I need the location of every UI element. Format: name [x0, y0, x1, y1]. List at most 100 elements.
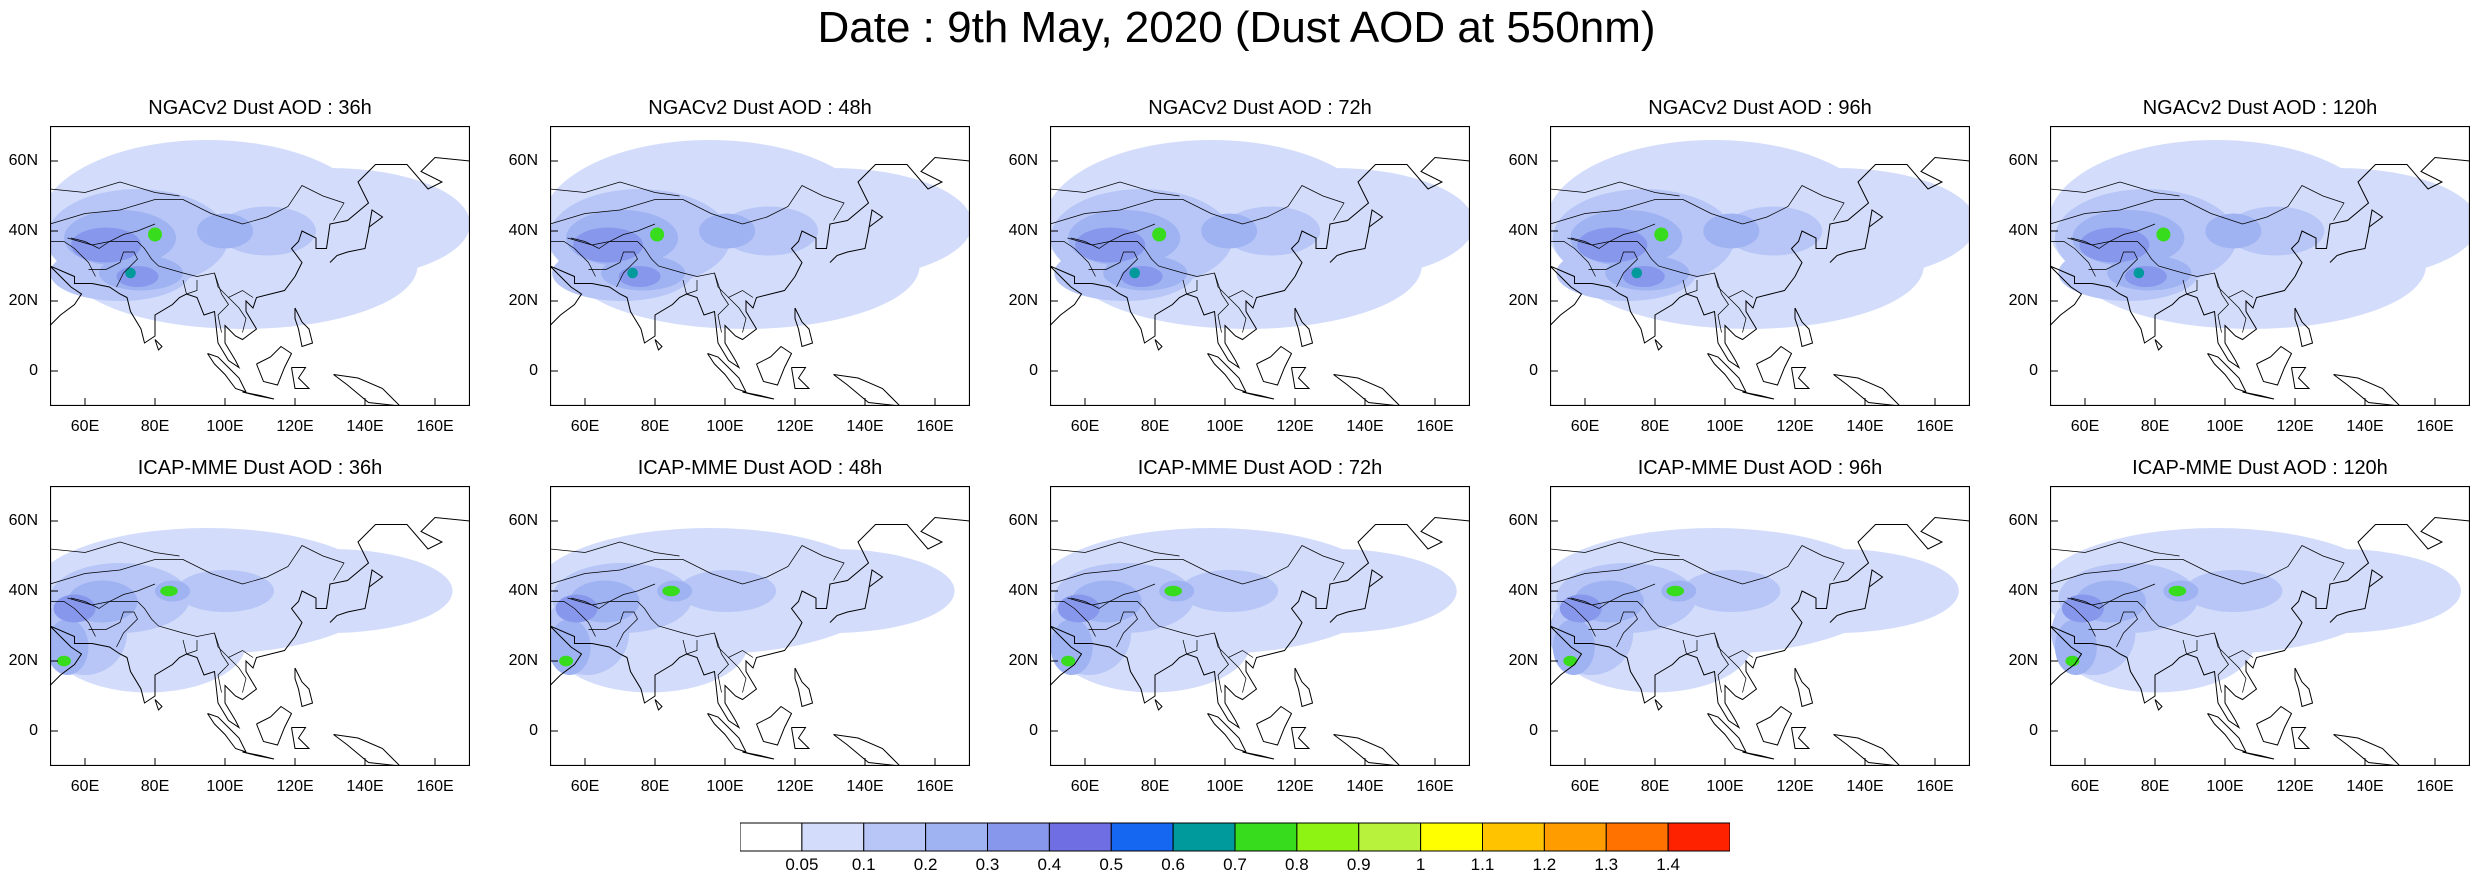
coastline [794, 307, 814, 348]
panel-title: ICAP-MME Dust AOD : 36h [137, 457, 383, 479]
lon-tick-label: 60E [570, 778, 600, 795]
dust-plume [1061, 655, 1076, 667]
coastline [2207, 713, 2247, 753]
colorbar-label: 0.9 [1346, 855, 1371, 874]
country-border [682, 279, 698, 295]
lat-tick-label: 0 [1529, 722, 1538, 739]
lon-tick-label: 60E [1570, 778, 1600, 795]
coastline [1794, 667, 1814, 708]
country-border [2050, 185, 2345, 225]
lat-tick-label: 60N [1008, 152, 1038, 169]
lon-tick-label: 60E [570, 418, 600, 435]
country-border [1050, 601, 1096, 637]
lon-tick-label: 140E [346, 778, 384, 795]
country-border [1070, 223, 1156, 249]
dust-plume [1552, 619, 1595, 675]
country-border [1550, 601, 1596, 637]
dust-aod-map [550, 486, 970, 766]
lon-tick-label: 120E [2276, 778, 2314, 795]
dust-plume [709, 549, 955, 633]
lat-tick-label: 60N [1008, 512, 1038, 529]
country-border [2050, 545, 2345, 585]
panel-title: NGACv2 Dust AOD : 36h [148, 97, 372, 119]
country-border [2182, 279, 2198, 295]
lat-tick-label: 20N [1508, 292, 1538, 309]
coastline [1291, 727, 1311, 749]
lat-tick-label: 20N [1008, 652, 1038, 669]
country-border [714, 272, 729, 333]
coastline [1791, 727, 1811, 749]
lat-tick-label: 40N [1508, 582, 1538, 599]
country-border [1550, 241, 1596, 277]
lat-tick-label: 0 [29, 362, 38, 379]
lon-tick-label: 160E [416, 418, 454, 435]
lon-tick-label: 100E [1206, 778, 1244, 795]
colorbar-swatch [1543, 822, 1607, 852]
coastline [1329, 209, 1384, 263]
map-frame [50, 126, 470, 406]
dust-aod-map [2050, 126, 2470, 406]
colorbar-swatch [801, 822, 865, 852]
country-border [2182, 639, 2198, 655]
lat-tick-label: 60N [508, 512, 538, 529]
country-border [1214, 632, 1229, 693]
dust-plume [176, 570, 274, 612]
coastline [1742, 751, 1775, 760]
coastline [207, 713, 247, 753]
lat-tick-label: 20N [2008, 652, 2038, 669]
coastline [654, 699, 663, 711]
lat-tick-label: 0 [2029, 722, 2038, 739]
lon-tick-label: 160E [2416, 418, 2454, 435]
coastline [2154, 699, 2163, 711]
map-panel: NGACv2 Dust AOD : 120h 60E 80E 100E 120E 140E… [2009, 97, 2470, 435]
dust-aod-map [1050, 486, 1470, 766]
lat-tick-label: 40N [508, 222, 538, 239]
coastline [1050, 265, 1083, 326]
dust-plume [1713, 549, 1959, 633]
coastline [1654, 339, 1663, 351]
country-border [2050, 241, 2096, 277]
country-border [2088, 251, 2138, 288]
coastline [242, 751, 275, 760]
colorbar-label: 1 [1415, 855, 1426, 874]
dust-plume [2061, 594, 2104, 623]
lon-tick-label: 100E [2206, 778, 2244, 795]
colorbar-label: 0.2 [913, 855, 938, 874]
country-border [1588, 611, 1638, 648]
map-frame [2050, 126, 2470, 406]
lat-tick-label: 0 [1029, 362, 1038, 379]
coastline [1294, 307, 1314, 348]
lon-tick-label: 80E [1140, 418, 1170, 435]
coastline [2050, 265, 2083, 326]
lon-tick-label: 140E [2346, 778, 2384, 795]
dust-plume [573, 227, 644, 263]
coastline [2154, 339, 2163, 351]
coastline [1050, 516, 1470, 729]
lat-tick-label: 20N [8, 652, 38, 669]
colorbar-swatch [1172, 822, 1236, 852]
lon-tick-label: 140E [846, 778, 884, 795]
dust-plume [1164, 585, 1182, 597]
colorbar-swatch [1234, 822, 1298, 852]
coastline [1550, 265, 1583, 326]
country-border [50, 541, 180, 557]
country-border [550, 541, 680, 557]
colorbar-label: 0.8 [1285, 855, 1309, 874]
country-border [2214, 272, 2229, 333]
colorbar-label: 0.3 [975, 855, 1000, 874]
lon-tick-label: 140E [2346, 418, 2384, 435]
coastline [1207, 353, 1247, 393]
lat-tick-label: 40N [508, 582, 538, 599]
panel-title: ICAP-MME Dust AOD : 72h [1137, 457, 1383, 479]
country-border [1728, 657, 1747, 693]
coastline [1050, 625, 1083, 686]
coastline [550, 156, 970, 369]
dust-plume [207, 549, 453, 633]
dust-plume [71, 227, 141, 263]
lat-tick-label: 40N [8, 582, 38, 599]
dust-aod-map [1050, 126, 1470, 406]
coastline [154, 339, 163, 351]
dust-aod-map [2050, 486, 2470, 766]
dust-plume [1211, 549, 1457, 633]
coastline [294, 667, 314, 708]
